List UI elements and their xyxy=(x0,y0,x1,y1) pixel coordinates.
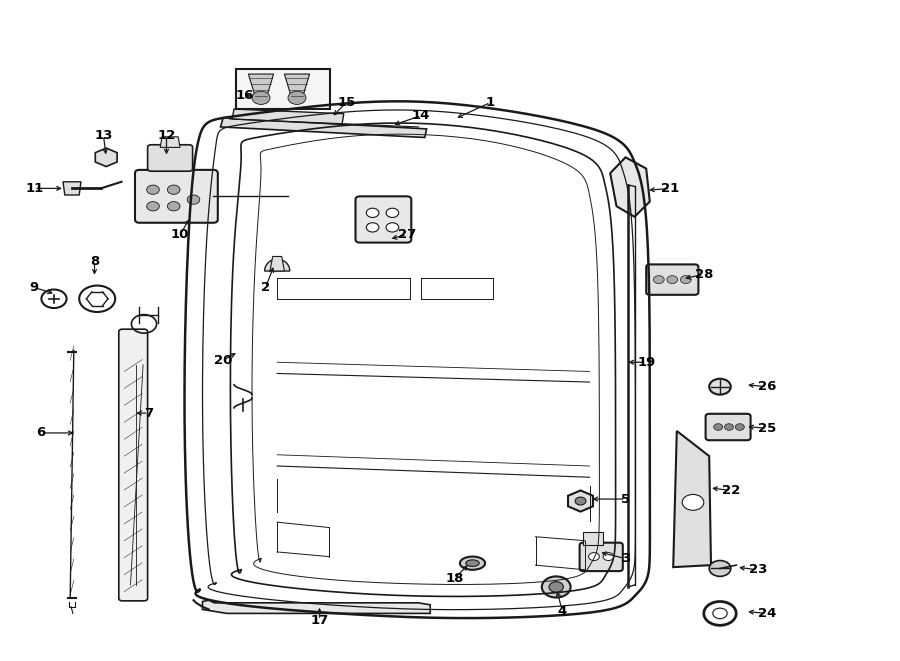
FancyBboxPatch shape xyxy=(119,329,148,601)
Text: 24: 24 xyxy=(758,607,776,620)
Polygon shape xyxy=(583,532,603,545)
Text: 2: 2 xyxy=(261,281,270,294)
Circle shape xyxy=(167,202,180,211)
Circle shape xyxy=(288,91,306,104)
Ellipse shape xyxy=(460,557,485,570)
Polygon shape xyxy=(284,74,310,98)
Text: 25: 25 xyxy=(758,422,776,435)
Text: 22: 22 xyxy=(722,484,740,497)
Polygon shape xyxy=(673,431,711,567)
Circle shape xyxy=(575,497,586,505)
FancyBboxPatch shape xyxy=(148,145,193,171)
Circle shape xyxy=(667,276,678,284)
Text: 11: 11 xyxy=(25,182,43,195)
Polygon shape xyxy=(610,157,650,217)
Polygon shape xyxy=(232,109,344,124)
Text: 3: 3 xyxy=(621,552,630,565)
Circle shape xyxy=(386,208,399,217)
Text: 23: 23 xyxy=(749,563,767,576)
Bar xyxy=(236,69,330,109)
Text: 19: 19 xyxy=(637,356,655,369)
Circle shape xyxy=(709,379,731,395)
Polygon shape xyxy=(160,137,180,147)
Circle shape xyxy=(680,276,691,284)
Text: 5: 5 xyxy=(621,492,630,506)
Circle shape xyxy=(167,185,180,194)
Text: 14: 14 xyxy=(412,109,430,122)
Circle shape xyxy=(366,208,379,217)
Circle shape xyxy=(187,195,200,204)
Polygon shape xyxy=(265,259,290,271)
FancyBboxPatch shape xyxy=(580,543,623,571)
Circle shape xyxy=(682,494,704,510)
Circle shape xyxy=(724,424,733,430)
Text: 12: 12 xyxy=(158,129,176,142)
FancyBboxPatch shape xyxy=(356,196,411,243)
Text: 18: 18 xyxy=(446,572,464,585)
Polygon shape xyxy=(248,74,274,98)
Text: 1: 1 xyxy=(486,96,495,109)
Circle shape xyxy=(252,91,270,104)
Text: 13: 13 xyxy=(94,129,112,142)
Text: 8: 8 xyxy=(90,254,99,268)
Circle shape xyxy=(366,223,379,232)
Circle shape xyxy=(549,582,563,592)
Circle shape xyxy=(735,424,744,430)
Text: 7: 7 xyxy=(144,407,153,420)
Polygon shape xyxy=(202,600,430,613)
FancyBboxPatch shape xyxy=(706,414,751,440)
Text: 4: 4 xyxy=(558,605,567,618)
Circle shape xyxy=(709,561,731,576)
Polygon shape xyxy=(220,118,427,137)
Circle shape xyxy=(147,202,159,211)
Text: 28: 28 xyxy=(695,268,713,281)
Text: 9: 9 xyxy=(30,281,39,294)
Circle shape xyxy=(603,553,614,561)
Ellipse shape xyxy=(466,560,479,566)
Text: 17: 17 xyxy=(310,613,328,627)
Polygon shape xyxy=(63,182,81,195)
FancyBboxPatch shape xyxy=(135,170,218,223)
Text: 27: 27 xyxy=(398,228,416,241)
Circle shape xyxy=(147,185,159,194)
Circle shape xyxy=(714,424,723,430)
FancyBboxPatch shape xyxy=(646,264,698,295)
Text: 20: 20 xyxy=(214,354,232,367)
Text: 26: 26 xyxy=(758,380,776,393)
Circle shape xyxy=(589,553,599,561)
Circle shape xyxy=(542,576,571,598)
Text: 15: 15 xyxy=(338,96,356,109)
Text: 6: 6 xyxy=(36,426,45,440)
Text: 10: 10 xyxy=(171,228,189,241)
Text: 21: 21 xyxy=(662,182,680,195)
Circle shape xyxy=(653,276,664,284)
Text: 16: 16 xyxy=(236,89,254,102)
Circle shape xyxy=(386,223,399,232)
Polygon shape xyxy=(270,256,284,271)
